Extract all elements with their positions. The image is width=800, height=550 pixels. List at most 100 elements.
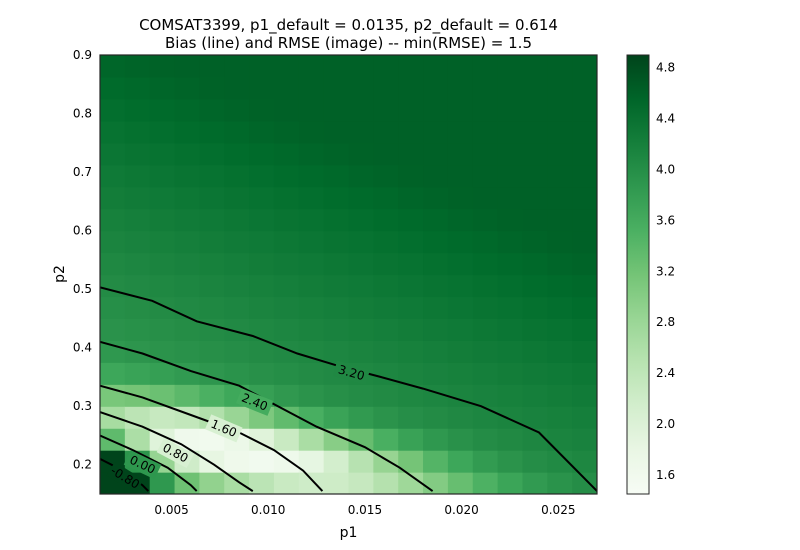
heatmap-cell [323, 98, 350, 122]
heatmap-cell [547, 230, 573, 254]
heatmap-cell [497, 76, 524, 100]
heatmap-cell [273, 362, 300, 385]
heatmap-cell [522, 186, 548, 210]
heatmap-cell [522, 98, 548, 122]
heatmap-cell [522, 76, 548, 100]
heatmap-cell [199, 384, 225, 407]
heatmap-cell [547, 428, 573, 451]
x-tick-label: 0.005 [154, 503, 188, 517]
heatmap-cell [522, 252, 548, 276]
heatmap-cell [174, 384, 200, 407]
heatmap-cell [273, 142, 300, 166]
colorbar-tick-label: 1.6 [656, 468, 675, 482]
heatmap-cell [224, 76, 250, 100]
heatmap-cell [522, 120, 548, 144]
heatmap-cell [149, 186, 176, 210]
heatmap-cell [373, 406, 399, 429]
heatmap-cell [497, 384, 524, 407]
heatmap-cell [348, 428, 374, 451]
heatmap-cell [398, 362, 424, 385]
heatmap-cell [423, 472, 449, 494]
heatmap-cell [323, 55, 350, 78]
heatmap-cell [273, 296, 300, 319]
x-tick-label: 0.010 [251, 503, 285, 517]
heatmap-cell [149, 340, 176, 363]
heatmap-cell [472, 296, 499, 319]
heatmap-cell [423, 274, 449, 298]
heatmap-cell [298, 450, 325, 473]
heatmap-cell [298, 252, 325, 276]
heatmap-cell [100, 98, 126, 122]
heatmap-cell [298, 428, 325, 451]
heatmap-cell [472, 186, 499, 210]
heatmap-cell [348, 55, 374, 78]
heatmap-cell [174, 340, 200, 363]
heatmap-cell [323, 406, 350, 429]
heatmap-cell [423, 296, 449, 319]
heatmap-cell [572, 98, 597, 122]
heatmap-cell [100, 230, 126, 254]
contour-label-gap [123, 450, 162, 480]
heatmap-cell [298, 186, 325, 210]
heatmap-cell [423, 208, 449, 232]
heatmap-cell [423, 340, 449, 363]
heatmap-cell [249, 208, 275, 232]
heatmap-cell [298, 164, 325, 188]
heatmap-cell [224, 318, 250, 341]
heatmap-cell [124, 362, 151, 385]
heatmap-cell [472, 274, 499, 298]
heatmap-cell [447, 76, 474, 100]
heatmap-cell [522, 450, 548, 473]
heatmap-cell [323, 274, 350, 298]
heatmap-cell [298, 296, 325, 319]
heatmap-cell [273, 55, 300, 78]
heatmap-cell [149, 362, 176, 385]
heatmap-cell [497, 252, 524, 276]
y-tick-label: 0.2 [73, 458, 92, 472]
heatmap-cell [149, 142, 176, 166]
heatmap-cell [174, 120, 200, 144]
heatmap-cell [348, 340, 374, 363]
heatmap-cell [149, 120, 176, 144]
heatmap-cell [224, 164, 250, 188]
heatmap-cell [124, 208, 151, 232]
heatmap-cell [224, 120, 250, 144]
heatmap-cell [298, 362, 325, 385]
heatmap-cell [224, 472, 250, 494]
heatmap-cell [572, 450, 597, 473]
heatmap-cell [572, 428, 597, 451]
heatmap-cell [348, 296, 374, 319]
heatmap-cell [100, 142, 126, 166]
heatmap-cell [348, 472, 374, 494]
heatmap-cell [273, 76, 300, 100]
heatmap-cell [199, 230, 225, 254]
heatmap-cell [199, 208, 225, 232]
heatmap-cell [423, 120, 449, 144]
heatmap-cell [423, 450, 449, 473]
heatmap-cell [547, 406, 573, 429]
heatmap-cell [249, 142, 275, 166]
heatmap-cell [373, 76, 399, 100]
chart-subtitle: Bias (line) and RMSE (image) -- min(RMSE… [165, 34, 532, 52]
heatmap-cell [373, 55, 399, 78]
heatmap-cell [547, 450, 573, 473]
heatmap-cell [447, 142, 474, 166]
heatmap-cell [447, 428, 474, 451]
colorbar-tick-label: 4.4 [656, 112, 675, 126]
heatmap-cell [323, 450, 350, 473]
heatmap-cell [100, 76, 126, 100]
heatmap-cell [149, 274, 176, 298]
heatmap-cell [373, 296, 399, 319]
colorbar-tick-label: 2.8 [656, 315, 675, 329]
heatmap-cell [472, 208, 499, 232]
heatmap-cell [249, 318, 275, 341]
heatmap-cell [447, 230, 474, 254]
heatmap-cell [224, 450, 250, 473]
heatmap-cell [398, 252, 424, 276]
heatmap-cell [472, 164, 499, 188]
heatmap-cell [298, 384, 325, 407]
heatmap-cell [373, 230, 399, 254]
heatmap-cell [572, 252, 597, 276]
heatmap-cell [497, 230, 524, 254]
heatmap-cell [398, 472, 424, 494]
